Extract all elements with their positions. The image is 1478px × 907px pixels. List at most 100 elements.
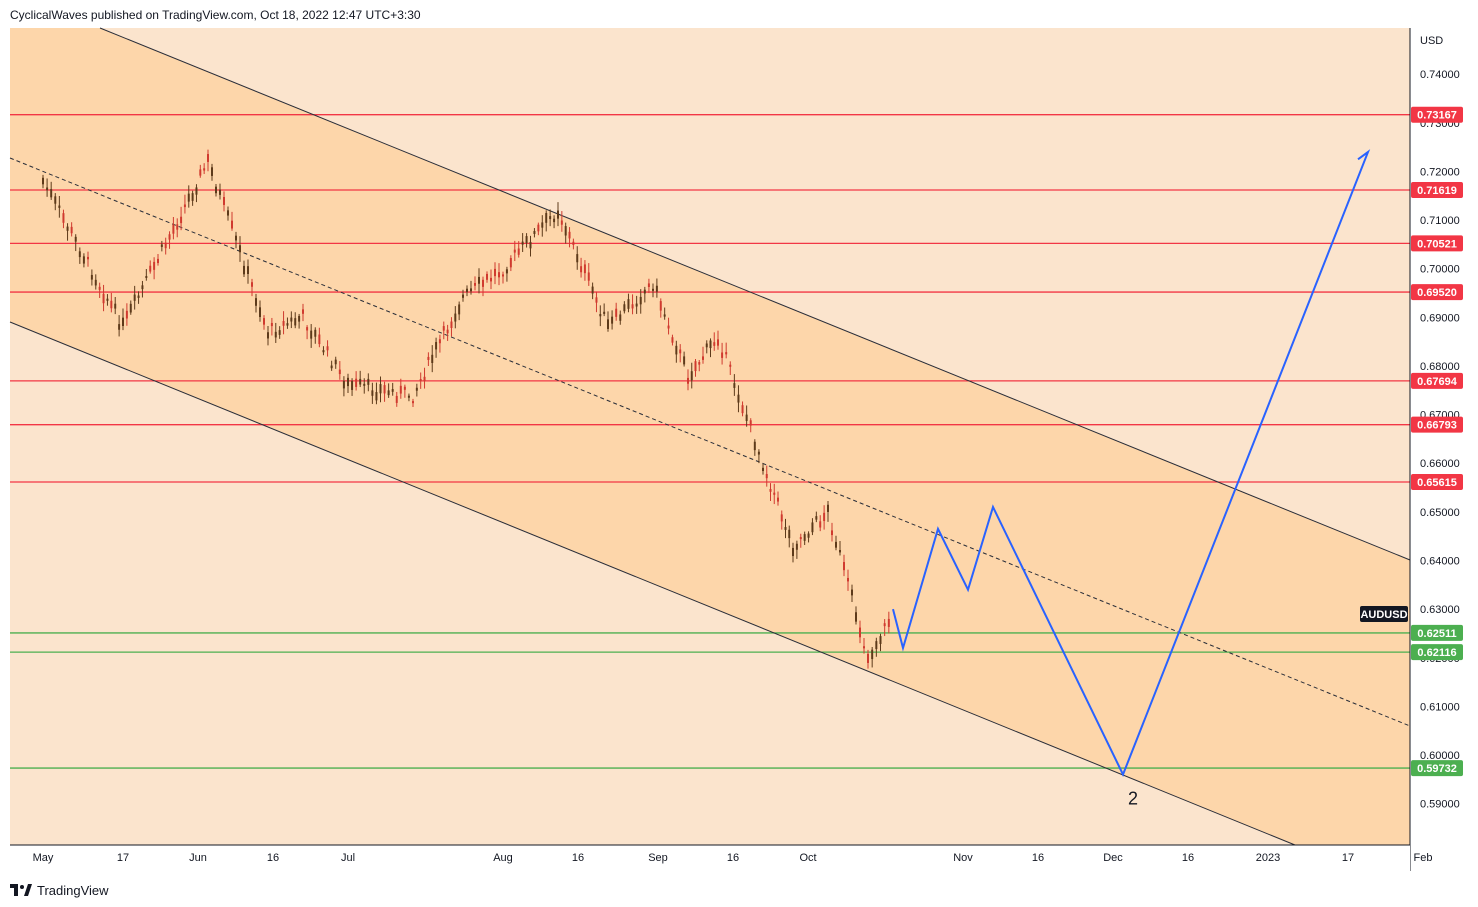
candle-body: [375, 392, 378, 401]
price-tick-label: 0.59000: [1420, 799, 1460, 811]
candle-body: [318, 334, 321, 345]
candle-body: [811, 522, 814, 533]
candle-body: [769, 488, 772, 492]
candle-body: [423, 376, 426, 382]
candle-body: [647, 283, 650, 287]
candle-body: [106, 298, 109, 301]
time-tick-label: May: [33, 852, 54, 864]
candle-body: [557, 210, 559, 219]
candle-body: [251, 282, 253, 287]
candle-body: [505, 269, 508, 274]
resistance-level-badge: [1411, 416, 1463, 433]
support-level-badge: [1411, 644, 1463, 661]
candle-body: [466, 288, 468, 292]
candle-body: [74, 236, 77, 242]
support-level-label: 0.62116: [1417, 647, 1456, 659]
candle-body: [509, 258, 512, 268]
candle-body: [643, 289, 646, 294]
candle-body: [580, 266, 583, 273]
candle-body: [799, 537, 802, 540]
candle-body: [753, 441, 756, 451]
channel-upper-line[interactable]: [99, 27, 1411, 561]
candle-body: [887, 618, 890, 627]
candle-body: [431, 354, 434, 363]
candle-body: [815, 516, 818, 520]
time-tick-label: 17: [117, 852, 129, 864]
candle-body: [306, 327, 309, 331]
candle-body: [639, 296, 642, 305]
candle-body: [883, 623, 886, 627]
candle-body: [702, 356, 704, 360]
projection-path[interactable]: [892, 149, 1371, 777]
candle-body: [415, 387, 418, 391]
candle-body: [379, 384, 382, 394]
candle-body: [46, 187, 49, 191]
candle-body: [153, 261, 156, 270]
candle-body: [82, 256, 85, 264]
candle-body: [513, 249, 516, 253]
candle-body: [118, 324, 121, 330]
candle-body: [619, 314, 622, 321]
price-tick-label: 0.72000: [1420, 166, 1460, 178]
candle-body: [545, 213, 548, 223]
candle-body: [757, 451, 760, 455]
candle-body: [54, 196, 57, 204]
time-tick-label: 16: [267, 852, 279, 864]
price-tick-label: 0.71000: [1420, 215, 1460, 227]
resistance-level-label: 0.65615: [1417, 477, 1457, 489]
candle-body: [795, 543, 798, 550]
support-level-badge: [1411, 624, 1463, 641]
candle-body: [191, 193, 194, 201]
candle-body: [227, 210, 229, 216]
candle-body: [462, 294, 464, 298]
candle-body: [231, 220, 233, 229]
candle-body: [486, 273, 488, 280]
candle-body: [149, 265, 152, 272]
candle-body: [454, 313, 457, 322]
candle-body: [450, 321, 453, 329]
candle-body: [199, 169, 202, 176]
candle-body: [412, 401, 414, 404]
resistance-level-label: 0.69520: [1417, 287, 1457, 299]
channel-fill: [10, 28, 1410, 845]
candle-body: [247, 266, 249, 274]
candle-body: [541, 222, 544, 228]
candle-body: [777, 497, 779, 502]
time-tick-label: 2023: [1256, 852, 1280, 864]
candle-body: [521, 241, 524, 245]
time-tick-label: 16: [572, 852, 584, 864]
candle-body: [599, 314, 602, 317]
candle-body: [50, 189, 53, 198]
price-tick-label: 0.66000: [1420, 458, 1460, 470]
candle-body: [114, 303, 117, 309]
time-tick-label: Jul: [341, 852, 355, 864]
candle-body: [690, 371, 693, 381]
candle-body: [330, 365, 333, 369]
candle-body: [490, 277, 492, 282]
candle-body: [851, 589, 853, 596]
channel-lower-line[interactable]: [9, 321, 1296, 846]
price-tick-label: 0.64000: [1420, 556, 1460, 568]
candle-body: [157, 258, 159, 264]
candle-body: [363, 383, 366, 386]
candle-body: [839, 549, 841, 553]
time-tick-label: Feb: [1414, 852, 1433, 864]
candle-body: [615, 308, 618, 317]
candle-body: [286, 323, 289, 326]
candle-body: [859, 627, 861, 638]
candle-body: [478, 276, 480, 284]
candle-body: [102, 293, 105, 304]
currency-label: USD: [1420, 35, 1443, 47]
candle-body: [765, 473, 768, 479]
candle-body: [290, 317, 293, 322]
candle-body: [517, 248, 520, 255]
candle-body: [780, 514, 783, 522]
candle-body: [395, 395, 398, 403]
candle-body: [62, 213, 65, 223]
candle-body: [807, 533, 810, 538]
candle-body: [583, 264, 586, 274]
candle-body: [419, 379, 422, 382]
candle-body: [70, 226, 73, 234]
candle-body: [843, 562, 845, 571]
